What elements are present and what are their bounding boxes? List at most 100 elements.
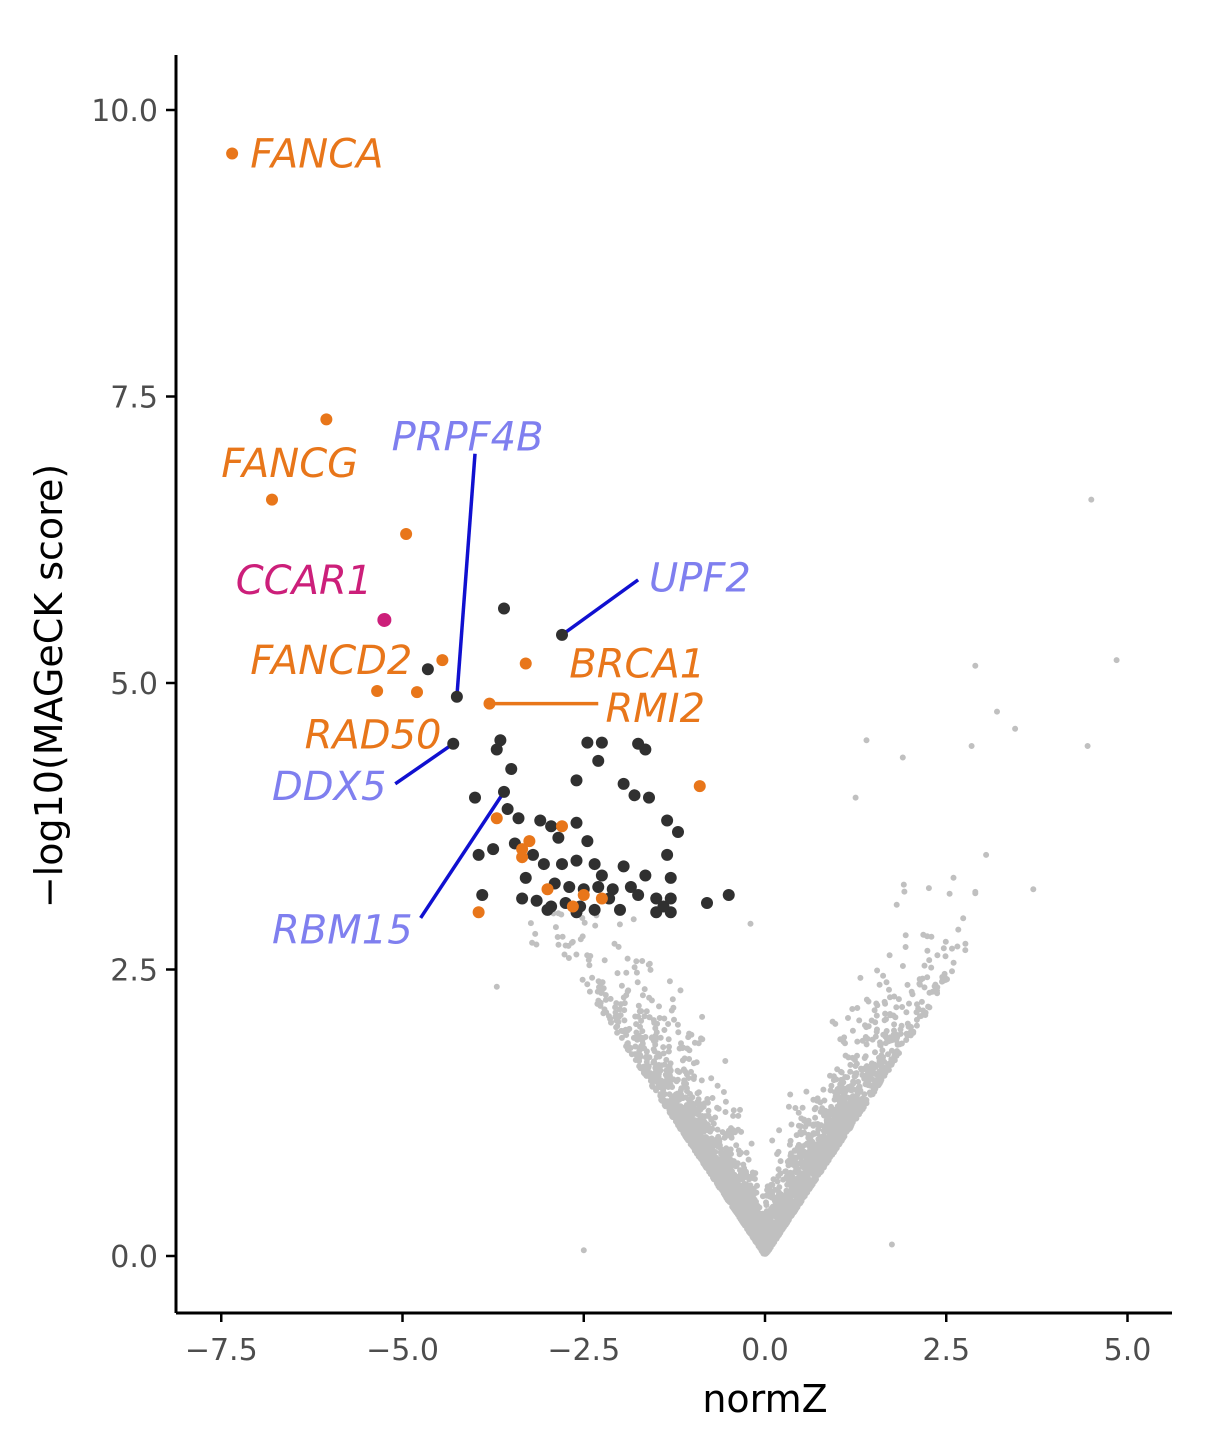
hit-point — [476, 889, 489, 902]
hit-point — [501, 803, 514, 816]
gene-label-upf2: UPF2 — [649, 556, 751, 602]
gene-label-rbm15: RBM15 — [272, 907, 413, 953]
hit-point — [516, 892, 529, 905]
hit-point — [592, 754, 605, 767]
hit-point — [650, 906, 663, 919]
fanconi-point — [519, 657, 532, 670]
background-points — [493, 496, 1120, 1257]
fanconi-point — [411, 686, 423, 699]
fanconi-point — [436, 654, 449, 667]
hit-point — [556, 858, 568, 871]
x-tick-label: −7.5 — [185, 1333, 258, 1368]
fanconi-point — [400, 528, 413, 541]
highlighted-points — [226, 147, 735, 919]
hit-point — [545, 820, 558, 833]
hit-point — [643, 791, 655, 804]
hit-point — [672, 825, 684, 838]
x-tick-label: 0.0 — [741, 1333, 789, 1368]
hit-point — [664, 892, 677, 905]
x-tick-label: −5.0 — [366, 1333, 439, 1368]
label-leader-lines — [394, 453, 640, 919]
fanconi-point — [556, 820, 568, 833]
hit-point — [606, 883, 619, 896]
hit-point — [537, 858, 550, 871]
hit-point — [421, 663, 434, 676]
hit-point — [639, 869, 652, 882]
hit-point — [490, 743, 503, 756]
fanconi-point — [490, 812, 503, 825]
leader-line-rbm15 — [419, 790, 506, 919]
hit-point — [632, 737, 645, 750]
fanconi-point — [226, 147, 239, 160]
gene-labels: FANCA FANCG PRPF4B CCAR1 UPF2 FANCD2 BRCA1RMI2… — [221, 132, 751, 954]
y-tick-label: 0.0 — [110, 1240, 158, 1275]
hit-point — [534, 814, 547, 827]
hit-point — [570, 854, 583, 867]
leader-line-upf2 — [560, 578, 640, 637]
hit-point — [570, 816, 583, 829]
hit-point — [661, 848, 674, 861]
hit-point — [581, 736, 594, 749]
hit-point — [498, 602, 510, 615]
fanconi-point — [523, 835, 536, 848]
hit-point — [632, 889, 645, 902]
fanconi-point — [320, 413, 333, 426]
fanconi-point — [693, 780, 706, 793]
hit-point — [628, 789, 641, 802]
ccar1-point — [377, 612, 392, 627]
hit-point — [588, 903, 601, 916]
hit-point — [450, 690, 463, 703]
hit-point — [595, 736, 608, 749]
y-tick-label: 7.5 — [110, 381, 158, 416]
hit-point — [556, 628, 568, 641]
hit-point — [447, 737, 460, 750]
tick-marks-and-labels: −7.5 −5.0 −2.5 0.0 2.5 5.0 0.0 2.5 5.0 7.5 10.0 — [91, 94, 1151, 1368]
gene-label-rad50: RAD50 — [305, 713, 442, 759]
gene-label-ddx5: DDX5 — [272, 764, 386, 810]
fanconi-point — [472, 906, 485, 919]
hit-point — [494, 734, 507, 747]
y-axis-title: −log10(MAGeCK score) — [27, 464, 71, 908]
hit-point — [527, 848, 539, 861]
fanconi-point — [266, 493, 278, 506]
fanconi-point — [577, 889, 590, 902]
hit-point — [472, 848, 485, 861]
background-gene-cloud — [493, 496, 1120, 1257]
hit-point — [563, 880, 576, 893]
hit-point — [595, 869, 608, 882]
gene-label-fancd2: FANCD2 — [250, 638, 412, 684]
leader-line-prpf4b — [455, 453, 477, 697]
hit-point — [469, 791, 481, 804]
gene-label-brca1: BRCA1 — [569, 642, 705, 688]
fanconi-point — [595, 892, 608, 905]
hit-point — [552, 831, 565, 844]
hit-point — [592, 880, 605, 893]
y-tick-label: 5.0 — [110, 667, 158, 702]
hit-point — [617, 860, 630, 873]
hit-point — [664, 906, 677, 919]
y-tick-label: 2.5 — [110, 954, 158, 989]
hit-point — [519, 871, 532, 884]
hit-point — [505, 762, 518, 775]
gene-label-rmi2: RMI2 — [606, 686, 706, 732]
gene-label-prpf4b: PRPF4B — [392, 415, 544, 461]
gene-label-fancg: FANCG — [221, 441, 358, 487]
hit-point — [588, 858, 601, 871]
fanconi-point — [566, 900, 579, 913]
hit-point — [530, 894, 543, 907]
hit-point — [614, 903, 626, 916]
hit-point — [541, 903, 554, 916]
x-tick-label: 5.0 — [1104, 1333, 1152, 1368]
gene-label-ccar1: CCAR1 — [236, 558, 372, 604]
hit-point — [650, 892, 663, 905]
hit-point — [661, 814, 674, 827]
hit-point — [487, 843, 500, 856]
x-tick-label: −2.5 — [547, 1333, 620, 1368]
hit-point — [570, 774, 583, 787]
hit-point — [722, 889, 735, 902]
gene-label-fanca: FANCA — [250, 132, 383, 178]
fanconi-point — [371, 685, 384, 698]
y-tick-label: 10.0 — [91, 94, 158, 129]
hit-point — [581, 835, 594, 848]
